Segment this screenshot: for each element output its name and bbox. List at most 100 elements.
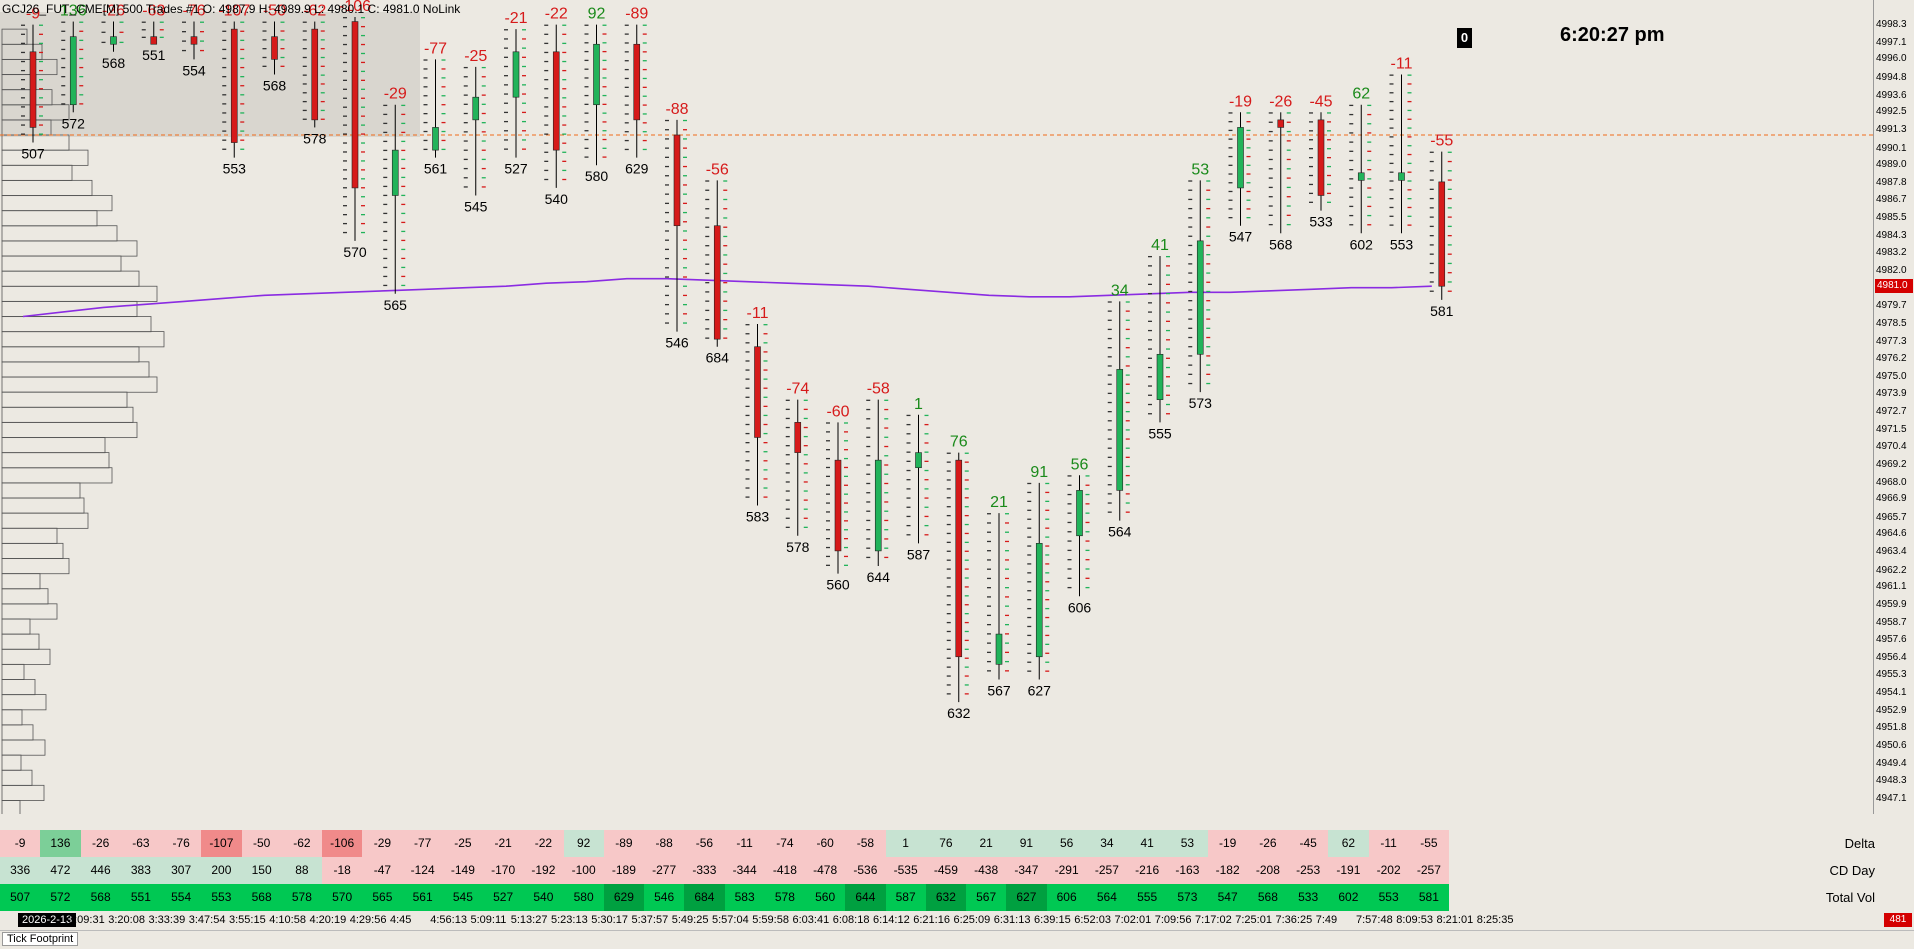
- footprint-bid: [1309, 165, 1313, 168]
- footprint-ask: [1045, 607, 1050, 610]
- footprint-ask: [1206, 281, 1211, 283]
- candle-body: [190, 36, 198, 45]
- footprint-bid: [1429, 188, 1434, 190]
- footprint-bid: [302, 100, 307, 103]
- footprint-bid: [745, 324, 750, 326]
- footprint-bid: [222, 21, 227, 23]
- footprint-bid: [1228, 121, 1233, 123]
- footprint-ask: [481, 94, 486, 96]
- footprint-ask: [39, 124, 43, 126]
- footprint-ask: [1246, 138, 1251, 140]
- footprint-ask: [39, 115, 43, 117]
- footprint-bid: [584, 147, 589, 149]
- footprint-bid: [946, 497, 951, 499]
- time-axis[interactable]: 2026-2-13 3:09:31 3:20:08 3:33:39 3:47:54 3:…: [0, 912, 1914, 930]
- footprint-bid: [866, 455, 871, 457]
- footprint-ask: [441, 121, 446, 124]
- footprint-bid: [1268, 214, 1273, 216]
- footprint-ask: [642, 148, 647, 151]
- price-tick: 4997.1: [1876, 36, 1907, 48]
- table-cell: 507: [0, 884, 41, 911]
- chart-area[interactable]: -9 507 136 572 -26 568 -63 551 -76 554 -107 553 -50 5…: [0, 0, 1873, 814]
- footprint-bid: [987, 614, 991, 617]
- footprint-ask: [79, 48, 84, 51]
- table-cell: 565: [362, 884, 403, 911]
- footprint-ask: [1286, 177, 1291, 179]
- candle-body: [915, 452, 922, 469]
- table-cell: -18: [322, 857, 363, 884]
- footprint-bid: [1268, 112, 1273, 114]
- footprint-ask: [1125, 411, 1130, 413]
- footprint-bid: [1027, 527, 1032, 529]
- footprint-ask: [401, 149, 406, 152]
- price-axis[interactable]: 4998.3 4997.1 4996.0 4994.8 4993.6 4992.5 4991…: [1873, 0, 1914, 814]
- footprint-bid: [21, 124, 25, 126]
- footprint-bid: [1389, 74, 1394, 76]
- footprint-ask: [1206, 355, 1211, 357]
- footprint-bid: [262, 48, 267, 50]
- footprint-ask: [602, 68, 607, 70]
- time-tick: 6:25:09: [953, 914, 991, 926]
- footprint-bid: [383, 122, 388, 125]
- footprint-bid: [1188, 235, 1193, 237]
- footprint-ask: [1286, 149, 1291, 151]
- table-cell: 629: [603, 884, 644, 911]
- footprint-ask: [240, 94, 245, 96]
- footprint-ask: [361, 88, 365, 90]
- footprint-ask: [1206, 300, 1211, 302]
- footprint-bid: [262, 39, 267, 41]
- profile-bin: [1, 588, 49, 605]
- profile-bin: [1, 210, 98, 227]
- tab-tick-footprint[interactable]: Tick Footprint: [2, 932, 79, 946]
- table-cell: -11: [724, 830, 765, 857]
- footprint-bid: [1349, 159, 1354, 162]
- footprint-bid: [222, 130, 227, 132]
- footprint-ask: [964, 532, 969, 535]
- footprint-chart[interactable]: -9 507 136 572 -26 568 -63 551 -76 554 -107 553 -50 5…: [0, 0, 1873, 814]
- footprint-bid: [906, 506, 911, 508]
- footprint-bid: [1349, 178, 1354, 180]
- footprint-bid: [987, 660, 991, 663]
- footprint-ask: [1246, 147, 1251, 149]
- footprint-ask: [1125, 502, 1130, 504]
- footprint-ask: [79, 76, 84, 78]
- footprint-ask: [1246, 182, 1251, 184]
- footprint-bid: [785, 481, 790, 483]
- footprint-bid: [504, 38, 508, 40]
- footprint-bid: [343, 133, 347, 135]
- table-cell: -45: [1288, 830, 1329, 857]
- footprint-ask: [522, 120, 526, 123]
- footprint-ask: [642, 122, 647, 124]
- footprint-ask: [1327, 165, 1331, 168]
- price-tick: 4990.1: [1876, 142, 1907, 154]
- footprint-bid: [785, 463, 790, 465]
- bar-delta-label: -11: [747, 305, 769, 322]
- footprint-ask: [1125, 474, 1130, 477]
- price-tick: 4964.6: [1876, 528, 1907, 540]
- footprint-bid: [624, 33, 629, 35]
- footprint-ask: [723, 226, 728, 228]
- footprint-bid: [21, 51, 25, 54]
- footprint-bid: [745, 478, 750, 480]
- table-cell: 91: [1006, 830, 1047, 857]
- footprint-ask: [361, 178, 365, 180]
- table-cell: 53: [1167, 830, 1208, 857]
- footprint-bid: [665, 175, 669, 177]
- footprint-bid: [624, 77, 629, 80]
- footprint-ask: [964, 497, 969, 499]
- footprint-ask: [1045, 536, 1050, 538]
- footprint-ask: [79, 39, 84, 42]
- footprint-ask: [361, 70, 365, 73]
- footprint-bid: [665, 138, 669, 140]
- footprint-ask: [562, 33, 567, 35]
- footprint-bid: [1188, 263, 1193, 265]
- footprint-bid: [946, 541, 951, 544]
- footprint-ask: [562, 133, 567, 135]
- footprint-bid: [1228, 147, 1233, 149]
- candle-body: [552, 51, 560, 151]
- footprint-ask: [401, 284, 406, 287]
- profile-bin: [1, 679, 36, 696]
- footprint-bid: [826, 537, 830, 540]
- footprint-ask: [1125, 310, 1130, 312]
- footprint-ask: [562, 106, 567, 108]
